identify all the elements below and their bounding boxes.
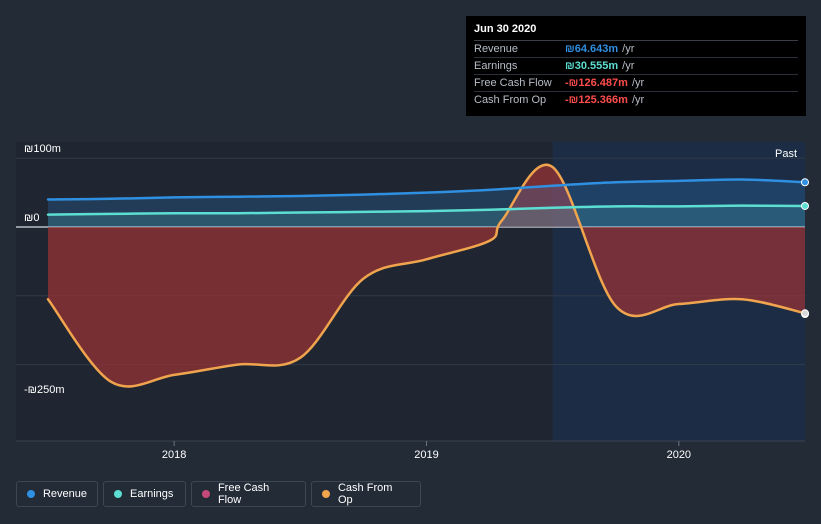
area-revenue — [48, 179, 805, 227]
legend-label: Revenue — [42, 488, 87, 500]
tooltip-date: Jun 30 2020 — [474, 23, 798, 41]
area-cfo — [48, 164, 805, 387]
legend-label: Cash From Op — [337, 482, 393, 506]
tooltip-row-earnings: Earnings ₪30.555m /yr — [474, 58, 798, 75]
tooltip-row-fcf: Free Cash Flow -₪126.487m /yr — [474, 75, 798, 92]
area-fcf — [48, 164, 805, 387]
past-label: Past — [775, 148, 797, 160]
y-tick-label: ₪100m — [24, 143, 61, 155]
legend-item-cash-from-op[interactable]: Cash From Op — [311, 481, 421, 507]
legend-item-earnings[interactable]: Earnings — [103, 481, 186, 507]
legend-label: Free Cash Flow — [217, 482, 270, 506]
tooltip-label: Cash From Op — [474, 94, 547, 106]
y-tick-label: -₪250m — [24, 384, 65, 396]
series-line-revenue — [46, 178, 807, 201]
tooltip-value: ₪30.555m — [565, 60, 619, 72]
tooltip-row-revenue: Revenue ₪64.643m /yr — [474, 41, 798, 58]
tooltip-row-cfo: Cash From Op -₪125.366m /yr — [474, 92, 798, 108]
tooltip-value: ₪64.643m — [565, 43, 619, 55]
tooltip-value: -₪126.487m — [565, 77, 628, 89]
tooltip-label: Revenue — [474, 43, 519, 55]
tooltip-label: Earnings — [474, 60, 518, 72]
tooltip-unit: /yr — [631, 94, 645, 106]
y-tick-label: ₪0 — [24, 212, 39, 224]
legend-item-revenue[interactable]: Revenue — [16, 481, 98, 507]
tooltip-unit: /yr — [631, 77, 645, 89]
tooltip-value: -₪125.366m — [565, 94, 628, 106]
data-tooltip: Jun 30 2020 Revenue ₪64.643m /yr Earning… — [466, 16, 806, 116]
legend-label: Earnings — [130, 488, 174, 500]
tooltip-unit: /yr — [622, 60, 635, 72]
legend-dot-icon — [322, 490, 330, 498]
legend-dot-icon — [202, 490, 210, 498]
x-tick-label: 2018 — [162, 449, 186, 461]
chart-legend: Revenue Earnings Free Cash Flow Cash Fro… — [16, 481, 421, 507]
legend-dot-icon — [114, 490, 122, 498]
x-tick-label: 2019 — [414, 449, 438, 461]
tooltip-unit: /yr — [622, 43, 635, 55]
area-earnings — [48, 205, 805, 227]
series-line-cfo — [46, 163, 807, 388]
legend-item-free-cash-flow[interactable]: Free Cash Flow — [191, 481, 306, 507]
tooltip-label: Free Cash Flow — [474, 77, 552, 89]
end-point-revenue — [801, 178, 809, 187]
legend-dot-icon — [27, 490, 35, 498]
x-tick-label: 2020 — [667, 449, 691, 461]
series-line-earnings — [46, 204, 807, 216]
end-point-earnings — [801, 201, 809, 210]
end-point-cfo — [801, 309, 809, 318]
